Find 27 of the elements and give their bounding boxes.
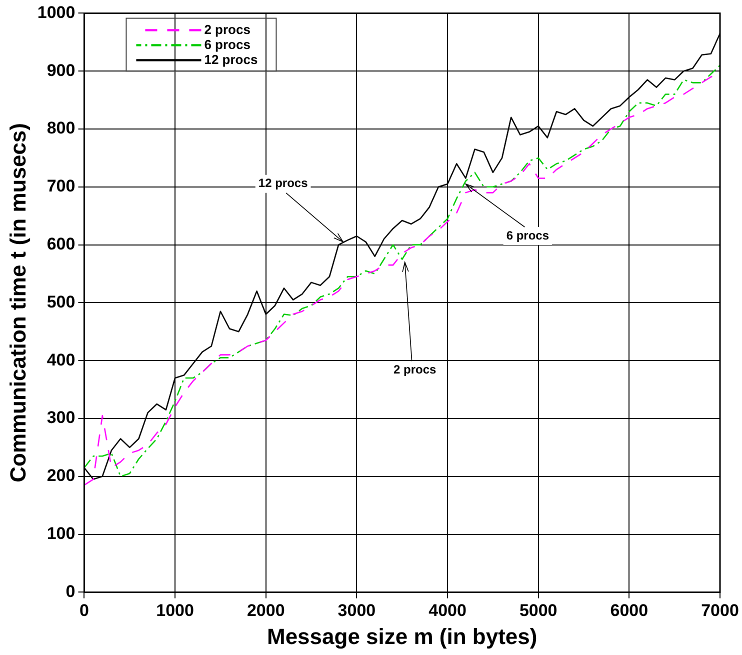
legend-label: 2 procs [204,22,250,37]
x-tick-label: 7000 [701,601,739,620]
annotation: 12 procs [258,176,308,190]
y-tick-label: 300 [46,408,76,428]
y-axis-title: Communication time t (in musecs) [5,123,30,482]
x-tick-label: 5000 [519,601,558,620]
y-tick-label: 700 [46,176,76,196]
y-tick-label: 100 [46,524,76,543]
legend-label: 12 procs [204,52,258,67]
annotation: 6 procs [506,228,550,242]
y-tick-label: 600 [46,234,76,254]
x-tick-label: 3000 [338,601,376,620]
y-tick-label: 500 [46,292,76,312]
x-axis-title: Message size m (in bytes) [267,624,538,649]
y-tick-label: 400 [46,350,76,370]
x-tick-label: 4000 [428,601,466,620]
legend-label: 6 procs [204,36,250,52]
y-tick-label: 1000 [37,2,76,22]
y-tick-label: 800 [46,118,76,138]
y-tick-label: 200 [46,466,76,486]
annotation: 2 procs [393,362,436,376]
x-tick-label: 1000 [156,601,194,620]
x-tick-label: 0 [79,601,89,620]
y-tick-label: 900 [46,60,76,80]
x-tick-label: 2000 [246,601,285,620]
x-tick-label: 6000 [610,601,648,620]
y-tick-label: 0 [66,582,76,601]
